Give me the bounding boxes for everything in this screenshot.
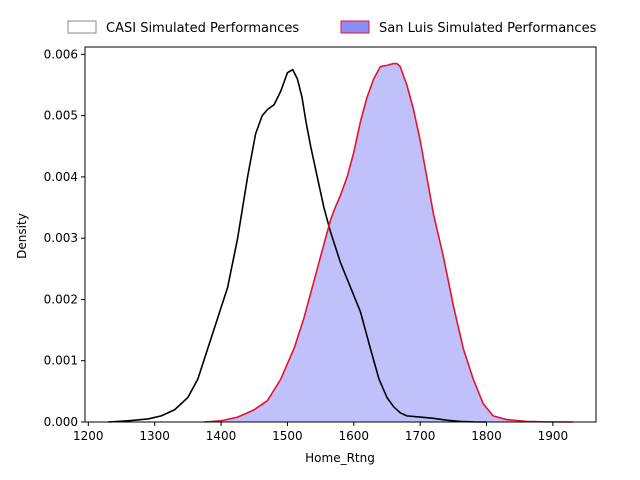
x-tick-label: 1500: [272, 429, 303, 443]
x-tick-label: 1800: [471, 429, 502, 443]
legend: CASI Simulated Performances San Luis Sim…: [68, 21, 597, 36]
x-tick-label: 1400: [206, 429, 237, 443]
y-tick-label: 0.002: [44, 292, 78, 306]
legend-swatch-casi: [68, 21, 96, 33]
x-tick-label: 1300: [139, 429, 170, 443]
y-tick-label: 0.005: [44, 109, 78, 123]
x-tick-label: 1700: [405, 429, 436, 443]
series-area-san-luis: [204, 64, 572, 422]
y-axis-label: Density: [15, 213, 29, 259]
y-tick-label: 0.006: [44, 47, 78, 61]
y-tick-label: 0.004: [44, 170, 78, 184]
y-tick-label: 0.003: [44, 231, 78, 245]
x-tick-label: 1600: [338, 429, 369, 443]
legend-label-casi: CASI Simulated Performances: [106, 21, 299, 36]
legend-swatch-san-luis: [341, 21, 369, 33]
x-axis-label: Home_Rtng: [305, 451, 375, 465]
plot-area: 1200 1300 1400 1500 1600 1700 1800 1900 0.000 0.0…: [44, 47, 596, 443]
x-tick-label: 1200: [73, 429, 104, 443]
legend-label-san-luis: San Luis Simulated Performances: [379, 21, 597, 36]
y-tick-label: 0.000: [44, 415, 78, 429]
x-tick-label: 1900: [538, 429, 569, 443]
y-tick-label: 0.001: [44, 354, 78, 368]
